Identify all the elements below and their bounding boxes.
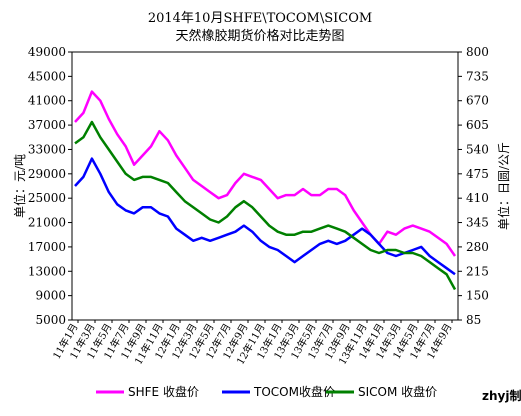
- series-line-2: [74, 120, 457, 291]
- right-tick-label: 605: [466, 118, 489, 132]
- chart-subtitle: 天然橡胶期货价格对比走势图: [175, 28, 344, 44]
- left-tick-label: 37000: [28, 118, 66, 132]
- right-axis-label: 单位：日圆/公斤: [496, 142, 511, 230]
- left-tick-label: 45000: [28, 69, 66, 83]
- right-tick-label: 215: [466, 264, 489, 278]
- credit-label: zhyj制: [482, 388, 521, 403]
- left-tick-label: 25000: [28, 191, 66, 205]
- left-axis-ticks: 5000 9000 13000 17000 21000 25000 29000 33000 37…: [28, 45, 72, 327]
- series-line-0: [74, 90, 457, 257]
- right-tick-label: 670: [466, 94, 489, 108]
- left-tick-label: 33000: [28, 142, 66, 156]
- right-tick-label: 150: [466, 289, 489, 303]
- chart-title: 2014年10月SHFE\TOCOM\SICOM: [148, 11, 372, 26]
- legend-label: SICOM 收盘价: [358, 384, 437, 399]
- legend-label: SHFE 收盘价: [128, 384, 199, 399]
- legend-label: TOCOM收盘价: [253, 384, 335, 399]
- series-line-1: [74, 157, 456, 276]
- right-tick-label: 410: [466, 191, 489, 205]
- right-tick-label: 735: [466, 69, 489, 83]
- right-axis-ticks: 85 150 215 280 345 410 475 540 605 670 735 800: [458, 45, 489, 327]
- legend: SHFE 收盘价 TOCOM收盘价 SICOM 收盘价: [96, 384, 437, 399]
- left-axis-label: 单位：元/吨: [12, 154, 27, 218]
- left-tick-label: 21000: [28, 216, 66, 230]
- left-tick-label: 29000: [28, 167, 66, 181]
- left-tick-label: 17000: [28, 240, 66, 254]
- right-tick-label: 345: [466, 216, 489, 230]
- right-tick-label: 280: [466, 240, 489, 254]
- left-tick-label: 49000: [28, 45, 66, 59]
- left-tick-label: 13000: [28, 264, 66, 278]
- left-tick-label: 9000: [35, 289, 66, 303]
- right-tick-label: 475: [466, 167, 489, 181]
- series-lines: [74, 90, 457, 291]
- right-tick-label: 85: [466, 313, 481, 327]
- right-tick-label: 540: [466, 142, 489, 156]
- right-tick-label: 800: [466, 45, 489, 59]
- left-tick-label: 41000: [28, 94, 66, 108]
- left-tick-label: 5000: [35, 313, 66, 327]
